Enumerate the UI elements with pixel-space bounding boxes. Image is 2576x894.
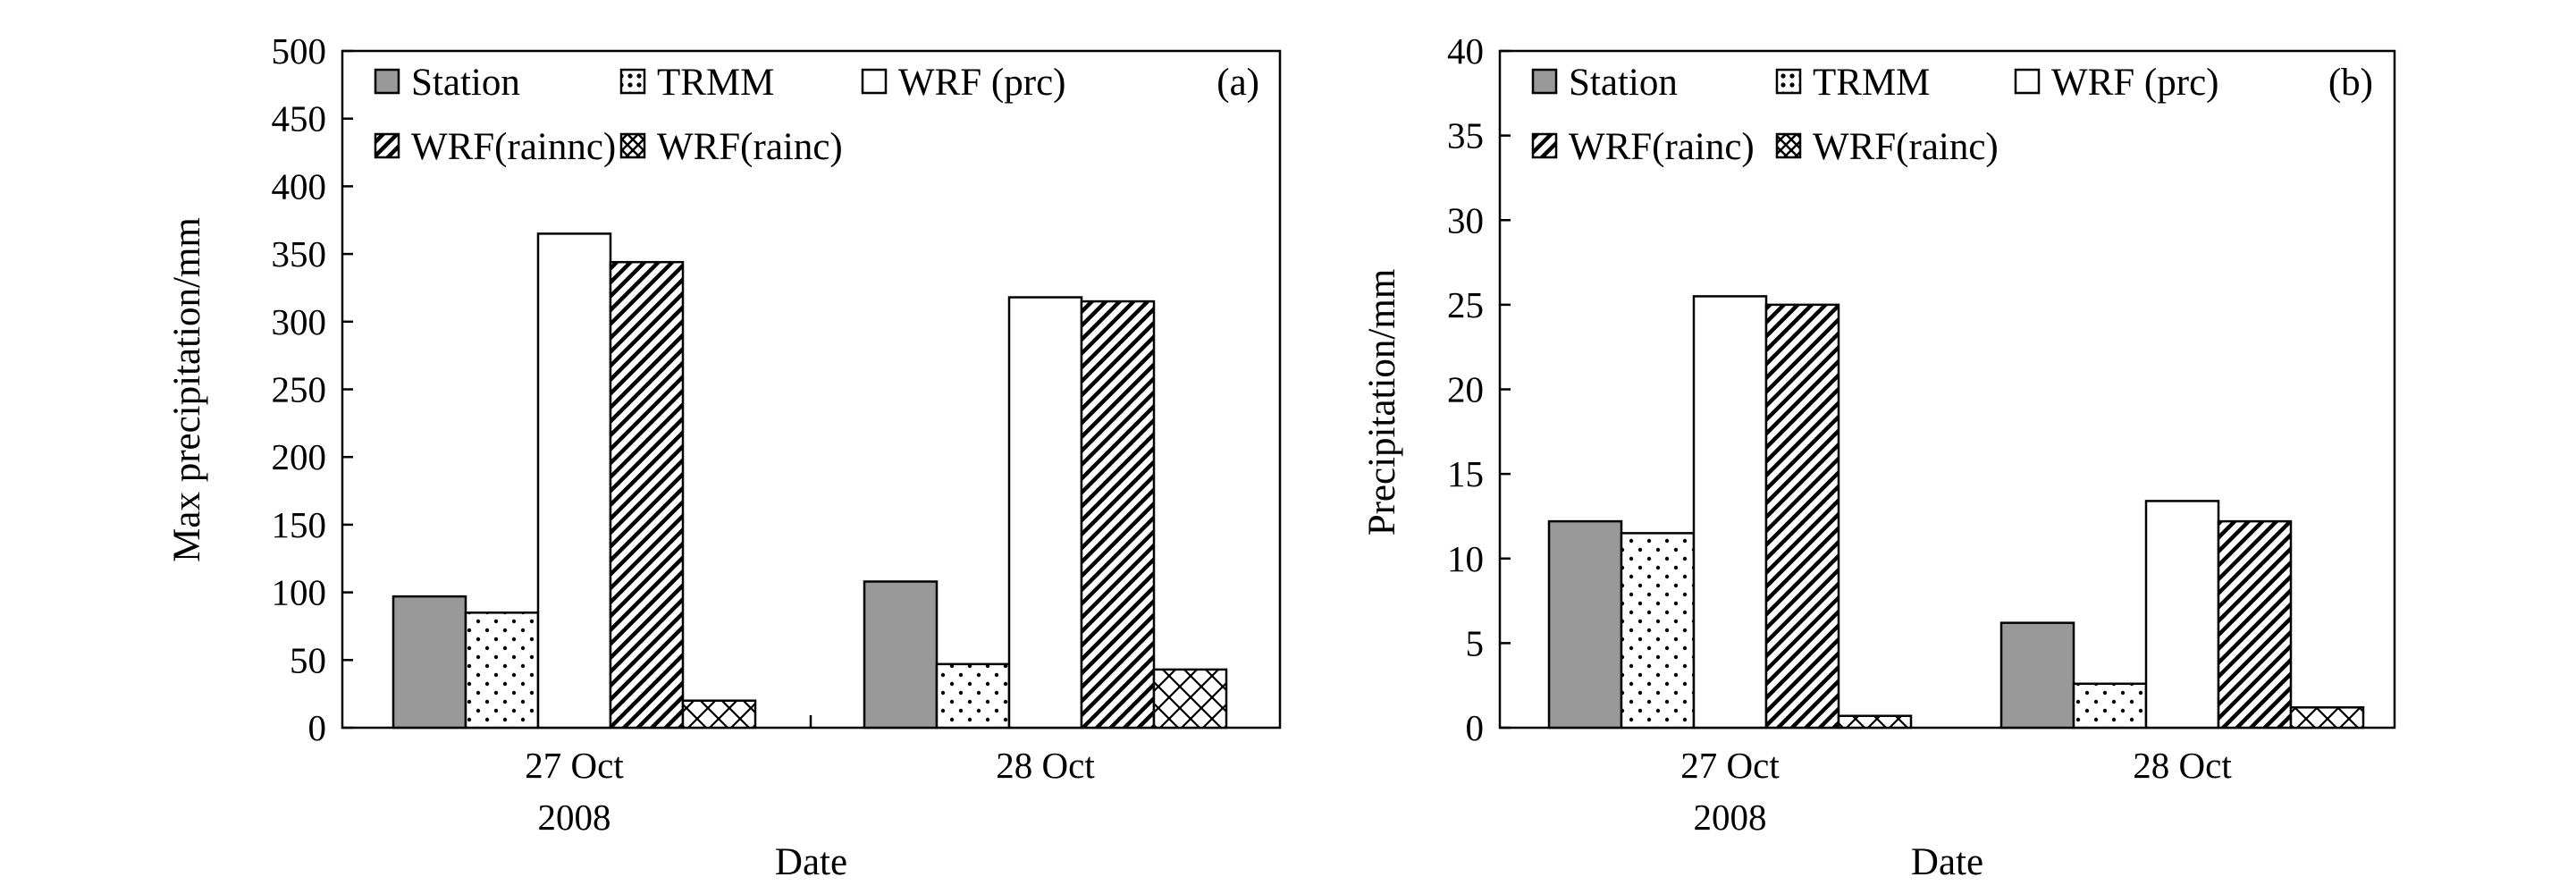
legend-swatch [861,68,888,95]
bar [1764,303,1840,730]
y-tick-label: 450 [272,98,327,139]
y-tick-label: 35 [1447,115,1484,156]
bar [1080,299,1156,730]
bar [1547,519,1623,730]
y-tick-label: 50 [290,639,326,680]
legend-swatch [374,132,400,159]
bar [464,611,540,730]
legend-swatch [1775,68,1802,95]
legend-label: TRMM [1813,62,1930,104]
bar [681,699,757,730]
bar [1152,668,1228,730]
y-tick-label: 40 [1447,30,1484,72]
x-category-label: 27 Oct [525,745,624,786]
legend-label: WRF(rainc) [1569,126,1755,168]
bar [863,580,939,730]
y-axis-label: Precipitation/mm [1361,269,1403,536]
y-tick-label: 0 [1466,707,1485,748]
y-tick-label: 20 [1447,369,1484,410]
bar [935,662,1011,730]
legend-label: TRMM [657,62,774,104]
legend-swatch [619,68,646,95]
chart-panel-a: 0 50 100 150 200 250 300 350 400 450 500 Max precip… [166,30,1282,883]
x-category-sublabel: 2008 [538,797,611,838]
x-category-label: 27 Oct [1680,745,1780,786]
y-tick-label: 200 [272,436,327,477]
legend-label: WRF(rainnc) [411,126,616,168]
bar [2144,500,2220,730]
legend-label: WRF(rainc) [657,126,843,168]
legend-label: Station [1569,62,1678,104]
y-tick-label: 25 [1447,284,1484,325]
y-tick-label: 400 [272,165,327,207]
bar [1620,532,1696,730]
panel-label: (a) [1216,62,1259,104]
legend-swatch [2014,68,2041,95]
y-tick-label: 500 [272,30,327,72]
y-tick-label: 15 [1447,453,1484,494]
bar [2072,682,2148,730]
x-axis-label: Date [775,841,847,883]
bar [609,260,685,730]
x-category-label: 28 Oct [2133,745,2232,786]
bar [1837,714,1913,730]
legend-swatch [1531,132,1558,159]
y-tick-label: 350 [272,233,327,274]
legend-swatch [1775,132,1802,159]
y-tick-label: 30 [1447,199,1484,240]
legend-swatch [619,132,646,159]
y-tick-label: 300 [272,301,327,342]
y-tick-label: 250 [272,369,327,410]
bar [1007,296,1083,730]
y-axis-label: Max precipitation/mm [166,217,208,562]
legend-swatch [374,68,400,95]
chart-panel-b: 0 5 10 15 20 25 30 35 40 Precipitation/mm 27 Oct 20… [1361,30,2396,883]
bar [391,595,467,730]
legend-label: WRF(rainc) [1813,126,1999,168]
y-tick-label: 150 [272,504,327,545]
bar [2217,519,2293,730]
panel-label: (b) [2328,62,2373,104]
y-tick-label: 100 [272,572,327,613]
y-tick-label: 10 [1447,538,1484,579]
legend-swatch [1531,68,1558,95]
bar [536,232,612,730]
legend-label: WRF (prc) [898,62,1065,104]
legend-label: WRF (prc) [2051,62,2218,104]
y-tick-label: 5 [1466,622,1485,663]
x-category-label: 28 Oct [996,745,1095,786]
bar [2289,706,2365,730]
bar [1999,621,2075,730]
bar [1692,295,1768,730]
x-axis-label: Date [1911,841,1983,883]
y-tick-label: 0 [308,707,327,748]
legend-label: Station [411,62,520,104]
x-category-sublabel: 2008 [1694,797,1767,838]
